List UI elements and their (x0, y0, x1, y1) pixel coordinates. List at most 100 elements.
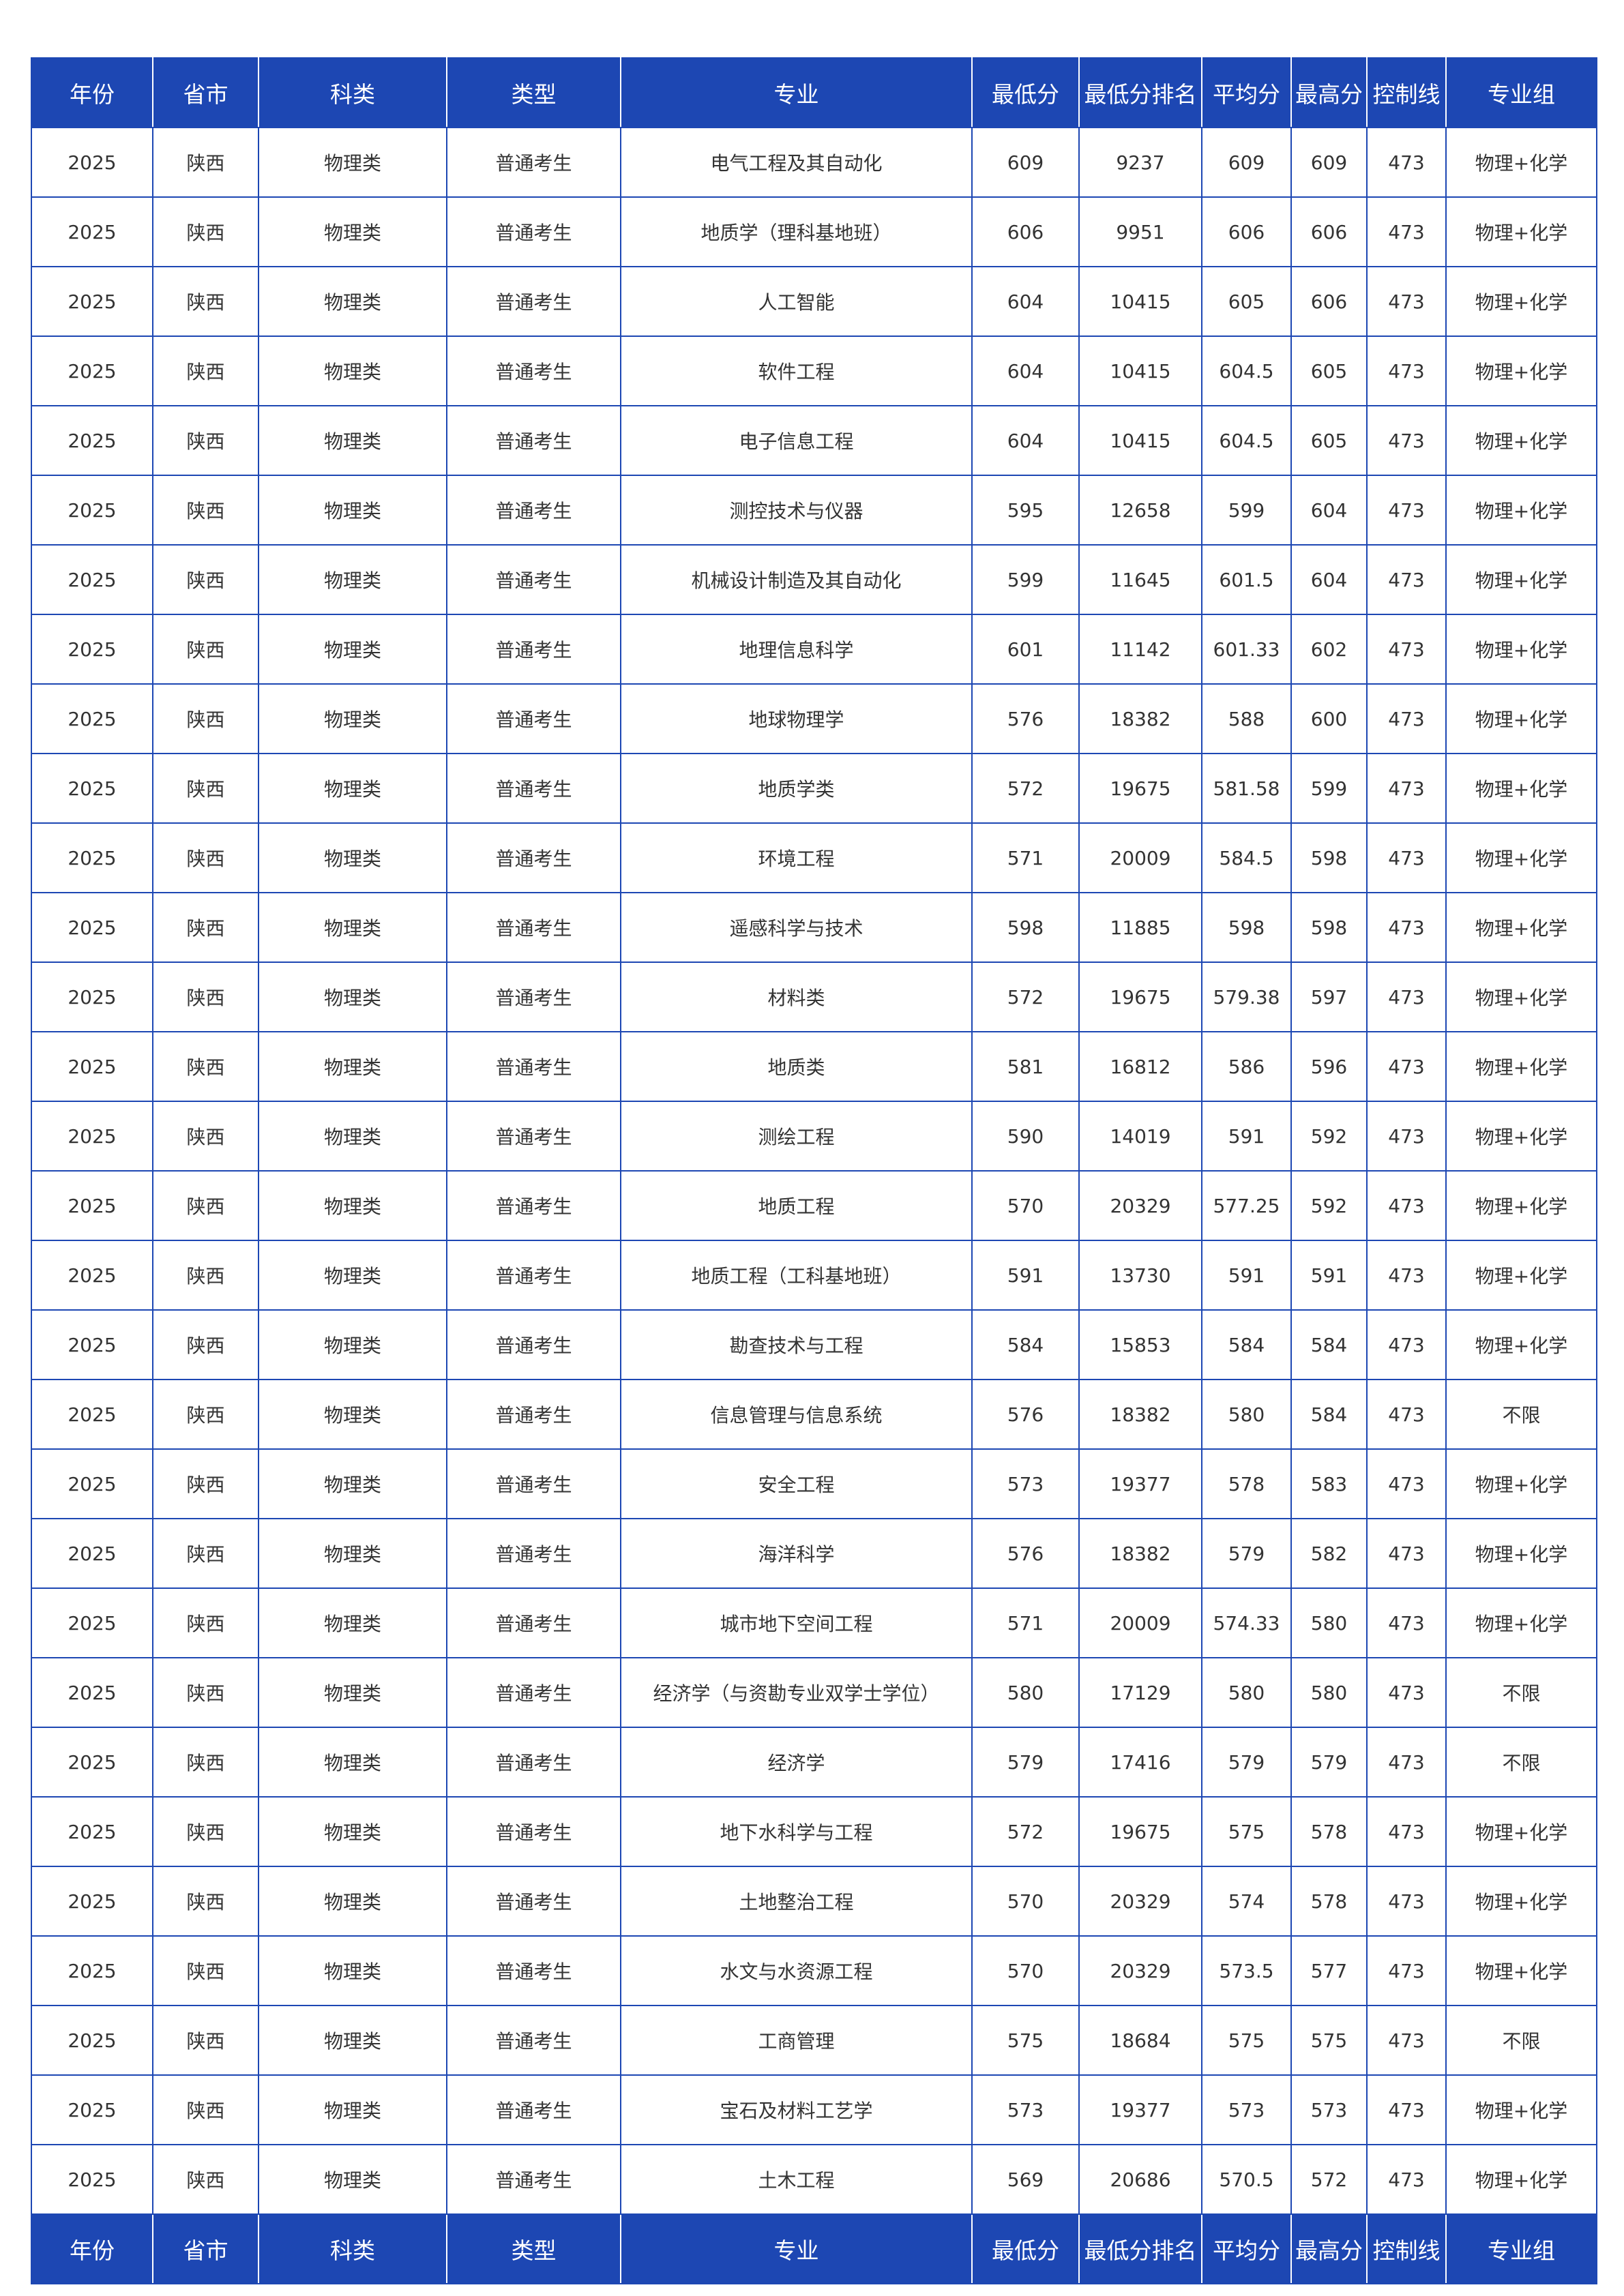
cell-control-line: 473 (1366, 1170, 1447, 1241)
cell-min-score-rank: 19377 (1078, 1448, 1202, 1519)
cell-control-line: 473 (1366, 1657, 1447, 1728)
cell-subject-category: 物理类 (258, 1101, 447, 1172)
cell-subject-group: 物理+化学 (1445, 1587, 1597, 1658)
cell-min-score: 575 (971, 2005, 1080, 2076)
cell-min-score: 604 (971, 336, 1080, 406)
table-row: 2025 陕西 物理类 普通考生 人工智能 604 10415 605 606 473 物理+化学 (31, 266, 1597, 337)
cell-min-score-rank: 18382 (1078, 683, 1202, 754)
cell-major: 环境工程 (620, 822, 973, 893)
cell-min-score: 576 (971, 1518, 1080, 1589)
cell-subject-group: 物理+化学 (1445, 127, 1597, 198)
cell-min-score: 599 (971, 544, 1080, 615)
cell-max-score: 592 (1290, 1101, 1368, 1172)
cell-min-score-rank: 10415 (1078, 266, 1202, 337)
cell-major: 材料类 (620, 961, 973, 1032)
cell-avg-score: 598 (1201, 892, 1292, 963)
cell-major: 勘查技术与工程 (620, 1309, 973, 1380)
cell-major: 城市地下空间工程 (620, 1587, 973, 1658)
cell-min-score-rank: 20329 (1078, 1935, 1202, 2006)
cell-subject-group: 物理+化学 (1445, 544, 1597, 615)
cell-major: 地质学（理科基地班） (620, 196, 973, 267)
cell-province: 陕西 (152, 1727, 259, 1798)
column-header-candidate-type: 类型 (446, 57, 621, 128)
cell-province: 陕西 (152, 475, 259, 546)
cell-candidate-type: 普通考生 (446, 475, 621, 546)
cell-control-line: 473 (1366, 1031, 1447, 1102)
cell-subject-group: 物理+化学 (1445, 1170, 1597, 1241)
cell-max-score: 604 (1290, 475, 1368, 546)
column-header-subject-category: 科类 (258, 57, 447, 128)
column-header-min-score: 最低分 (971, 2213, 1080, 2284)
cell-subject-group: 不限 (1445, 1379, 1597, 1450)
cell-min-score: 606 (971, 196, 1080, 267)
cell-subject-group: 不限 (1445, 1657, 1597, 1728)
cell-subject-group: 物理+化学 (1445, 1935, 1597, 2006)
cell-min-score: 572 (971, 753, 1080, 824)
cell-control-line: 473 (1366, 1518, 1447, 1589)
header-row: 年份 省市 科类 类型 专业 最低分 最低分排名 平均分 最高分 控制线 专业组 (31, 57, 1597, 128)
table-row: 2025 陕西 物理类 普通考生 信息管理与信息系统 576 18382 580 584 473 不… (31, 1379, 1597, 1450)
cell-min-score: 573 (971, 2074, 1080, 2145)
cell-year: 2025 (31, 753, 153, 824)
cell-control-line: 473 (1366, 1101, 1447, 1172)
cell-province: 陕西 (152, 683, 259, 754)
cell-year: 2025 (31, 127, 153, 198)
cell-subject-category: 物理类 (258, 196, 447, 267)
cell-subject-category: 物理类 (258, 1518, 447, 1589)
cell-max-score: 575 (1290, 2005, 1368, 2076)
column-header-year: 年份 (31, 2213, 153, 2284)
cell-subject-group: 物理+化学 (1445, 1866, 1597, 1937)
cell-year: 2025 (31, 1240, 153, 1311)
cell-control-line: 473 (1366, 1796, 1447, 1867)
cell-avg-score: 579 (1201, 1518, 1292, 1589)
cell-major: 电气工程及其自动化 (620, 127, 973, 198)
cell-min-score-rank: 19675 (1078, 1796, 1202, 1867)
table-row: 2025 陕西 物理类 普通考生 地质学（理科基地班） 606 9951 606 606 473 物… (31, 196, 1597, 267)
cell-subject-category: 物理类 (258, 1866, 447, 1937)
cell-avg-score: 577.25 (1201, 1170, 1292, 1241)
cell-subject-category: 物理类 (258, 892, 447, 963)
column-header-avg-score: 平均分 (1201, 57, 1292, 128)
cell-province: 陕西 (152, 1796, 259, 1867)
column-header-max-score: 最高分 (1290, 2213, 1368, 2284)
cell-subject-group: 不限 (1445, 1727, 1597, 1798)
cell-candidate-type: 普通考生 (446, 1935, 621, 2006)
cell-avg-score: 574.33 (1201, 1587, 1292, 1658)
cell-major: 地球物理学 (620, 683, 973, 754)
cell-year: 2025 (31, 2074, 153, 2145)
table-row: 2025 陕西 物理类 普通考生 地质工程（工科基地班） 591 13730 591 591 47… (31, 1240, 1597, 1311)
cell-candidate-type: 普通考生 (446, 266, 621, 337)
cell-min-score: 604 (971, 266, 1080, 337)
cell-max-score: 599 (1290, 753, 1368, 824)
table-row: 2025 陕西 物理类 普通考生 遥感科学与技术 598 11885 598 598 473 物理+… (31, 892, 1597, 963)
cell-year: 2025 (31, 1031, 153, 1102)
cell-control-line: 473 (1366, 1379, 1447, 1450)
cell-subject-group: 物理+化学 (1445, 822, 1597, 893)
cell-candidate-type: 普通考生 (446, 753, 621, 824)
cell-min-score-rank: 19377 (1078, 2074, 1202, 2145)
cell-candidate-type: 普通考生 (446, 1101, 621, 1172)
cell-avg-score: 580 (1201, 1657, 1292, 1728)
cell-control-line: 473 (1366, 892, 1447, 963)
cell-subject-group: 物理+化学 (1445, 614, 1597, 685)
table-row: 2025 陕西 物理类 普通考生 安全工程 573 19377 578 583 473 物理+化学 (31, 1448, 1597, 1519)
table-row: 2025 陕西 物理类 普通考生 水文与水资源工程 570 20329 573.5 577 473… (31, 1935, 1597, 2006)
cell-subject-group: 物理+化学 (1445, 196, 1597, 267)
cell-year: 2025 (31, 475, 153, 546)
cell-min-score-rank: 11645 (1078, 544, 1202, 615)
cell-subject-category: 物理类 (258, 1727, 447, 1798)
cell-min-score: 595 (971, 475, 1080, 546)
cell-min-score-rank: 9237 (1078, 127, 1202, 198)
cell-min-score-rank: 20329 (1078, 1866, 1202, 1937)
column-header-min-score: 最低分 (971, 57, 1080, 128)
cell-subject-category: 物理类 (258, 2144, 447, 2215)
cell-major: 地质类 (620, 1031, 973, 1102)
table-row: 2025 陕西 物理类 普通考生 电气工程及其自动化 609 9237 609 609 473 物理… (31, 127, 1597, 198)
cell-subject-group: 物理+化学 (1445, 266, 1597, 337)
cell-year: 2025 (31, 1309, 153, 1380)
cell-candidate-type: 普通考生 (446, 1727, 621, 1798)
table-row: 2025 陕西 物理类 普通考生 工商管理 575 18684 575 575 473 不限 (31, 2005, 1597, 2076)
cell-major: 电子信息工程 (620, 405, 973, 476)
cell-control-line: 473 (1366, 127, 1447, 198)
table-row: 2025 陕西 物理类 普通考生 测控技术与仪器 595 12658 599 604 473 物理+… (31, 475, 1597, 546)
